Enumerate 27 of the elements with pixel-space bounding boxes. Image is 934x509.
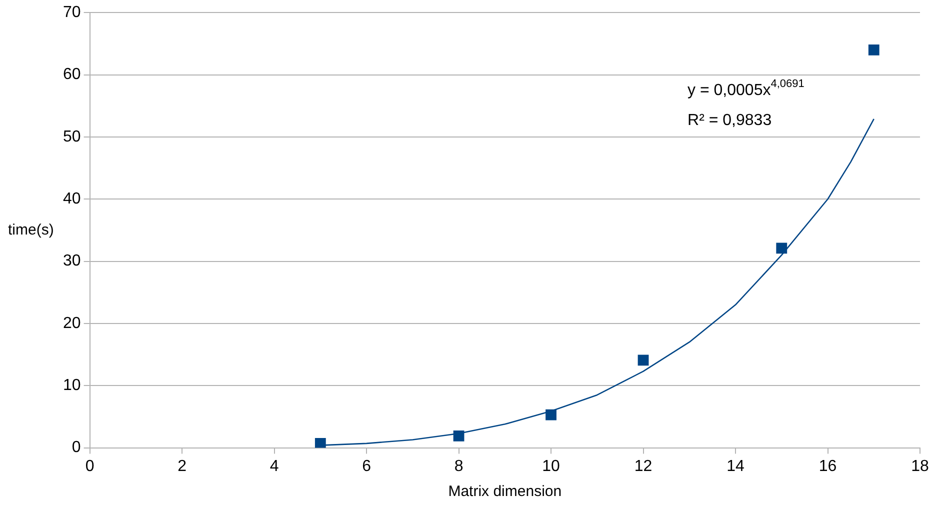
y-tick-label: 20 <box>63 314 81 332</box>
point <box>453 430 464 442</box>
point <box>868 44 880 56</box>
x-tick-label: 16 <box>818 458 837 475</box>
y-tick-label: 70 <box>63 4 81 22</box>
x-tick-label: 2 <box>178 458 187 475</box>
x-tick-label: 4 <box>270 458 279 475</box>
x-tick-label: 18 <box>911 458 929 475</box>
point <box>314 438 326 448</box>
x-tick-label: 0 <box>85 458 94 475</box>
y-tick-label: 60 <box>63 66 81 84</box>
y-tick-label: 40 <box>63 190 81 208</box>
annotation: R² = 0,9833 <box>688 112 772 130</box>
point <box>776 242 788 254</box>
point <box>546 409 556 420</box>
x-tick-label: 12 <box>634 458 652 475</box>
x-tick-label: 8 <box>454 458 464 475</box>
y-tick-label: 0 <box>72 439 81 456</box>
y-tick-label: 10 <box>63 377 81 394</box>
x-tick-label: 6 <box>362 458 372 475</box>
y-tick-label: 30 <box>63 252 81 270</box>
y-tick-label: 50 <box>63 128 81 146</box>
x-tick-label: 10 <box>542 458 560 475</box>
x-tick-label: 14 <box>726 458 745 475</box>
y-axis-title: time(s) <box>8 221 54 238</box>
point <box>638 354 649 366</box>
x-axis-title: Matrix dimension <box>448 483 562 500</box>
